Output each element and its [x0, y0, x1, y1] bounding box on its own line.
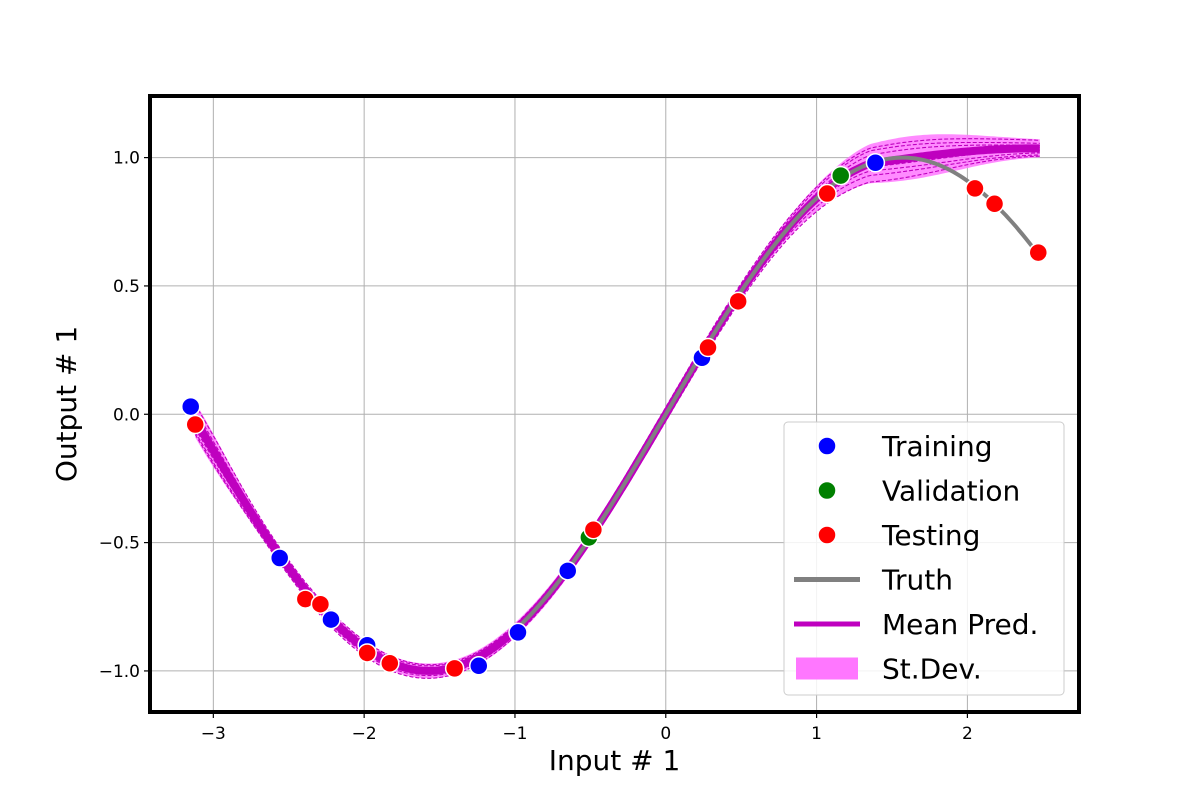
testing-point — [1028, 242, 1049, 263]
y-tick-label: 1.0 — [113, 149, 140, 169]
legend-frame — [783, 421, 1065, 696]
training-point — [508, 622, 528, 643]
ensemble-member-line — [194, 155, 1040, 679]
legend-label-mean-pred: Mean Pred. — [882, 608, 1038, 641]
testing-point — [310, 594, 331, 614]
legend-marker-testing — [817, 525, 837, 545]
data-points — [180, 152, 1049, 679]
testing-point — [728, 291, 748, 312]
legend-patch-st-dev — [796, 657, 858, 680]
training-point — [269, 548, 290, 568]
y-tick-label: 0.5 — [113, 277, 140, 297]
testing-point — [817, 183, 837, 204]
validation-point — [830, 165, 851, 186]
legend-label-truth: Truth — [881, 564, 953, 597]
testing-point — [698, 337, 718, 358]
training-point — [180, 396, 201, 417]
testing-point — [444, 658, 465, 679]
y-tick-label: 0.0 — [113, 405, 140, 425]
x-tick-label: −2 — [352, 724, 377, 744]
training-point — [865, 152, 886, 173]
legend-marker-training — [817, 436, 837, 456]
x-tick-label: 1 — [811, 724, 822, 744]
x-axis-title: Input # 1 — [549, 744, 681, 777]
ensemble-member-line — [194, 154, 1040, 677]
y-axis-title: Output # 1 — [50, 326, 83, 482]
x-tick-label: −1 — [502, 724, 527, 744]
plot-frame — [148, 94, 1081, 714]
legend-marker-validation — [817, 480, 837, 501]
testing-point — [965, 178, 985, 199]
legend-label-validation: Validation — [882, 475, 1020, 508]
testing-point — [583, 520, 604, 540]
testing-point — [185, 414, 205, 435]
testing-point — [380, 653, 400, 673]
training-point — [469, 656, 489, 676]
x-tick-label: −3 — [201, 724, 226, 744]
x-tick-label: 2 — [962, 724, 973, 744]
legend: Training Validation Testing Truth Mean Pred.… — [783, 421, 1065, 696]
training-point — [321, 609, 341, 630]
testing-point — [357, 643, 377, 663]
ticks: −3 −2 −1 0 1 2 −1.0 −0.5 0.0 0.5 1.0 — [99, 149, 973, 744]
legend-label-training: Training — [881, 430, 992, 463]
legend-label-testing: Testing — [881, 519, 980, 552]
testing-point — [984, 194, 1005, 214]
truth-line — [513, 155, 1037, 632]
y-tick-label: −1.0 — [99, 662, 140, 682]
legend-label-st-dev: St.Dev. — [882, 653, 982, 686]
y-tick-label: −0.5 — [99, 534, 140, 554]
training-point — [557, 561, 578, 581]
x-tick-label: 0 — [660, 724, 671, 744]
